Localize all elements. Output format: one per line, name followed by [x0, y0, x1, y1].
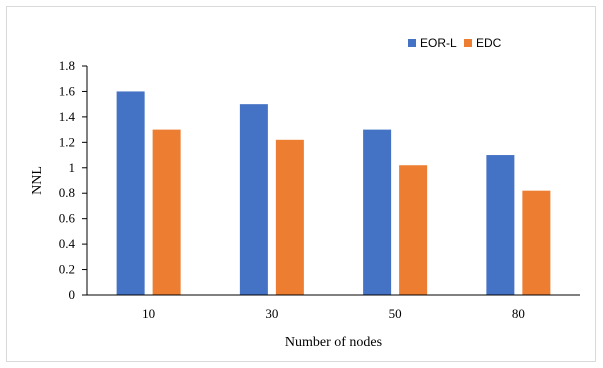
y-axis-title: NNL: [30, 166, 45, 195]
legend: EOR-L EDC: [408, 36, 502, 50]
x-axis-ticks: 10 30 50 80: [142, 306, 525, 321]
y-tick-label: 0: [69, 287, 76, 302]
legend-label-edc: EDC: [476, 36, 502, 50]
y-tick-label: 0.8: [59, 185, 75, 200]
bar-eor-l-30: [239, 104, 268, 296]
legend-label-eor-l: EOR-L: [420, 36, 457, 50]
y-tick-label: 1.2: [59, 134, 75, 149]
y-tick-label: 1: [69, 160, 76, 175]
bar-edc-80: [522, 190, 551, 295]
x-tick-label: 50: [389, 306, 402, 321]
y-axis-ticks: 0 0.2 0.4 0.6 0.8 1 1.2 1.4 1.6 1.8: [59, 58, 87, 302]
bar-eor-l-10: [116, 91, 145, 295]
bar-edc-30: [275, 139, 304, 295]
x-tick-label: 80: [512, 306, 525, 321]
bar-eor-l-80: [486, 155, 515, 295]
y-tick-label: 0.4: [59, 236, 76, 251]
y-tick-label: 1.6: [59, 83, 76, 98]
bar-edc-10: [152, 129, 181, 295]
bar-eor-l-50: [363, 129, 392, 295]
x-tick-label: 30: [265, 306, 278, 321]
x-tick-label: 10: [142, 306, 155, 321]
x-axis-title: Number of nodes: [285, 335, 382, 350]
bar-edc-50: [399, 165, 428, 295]
y-tick-label: 1.4: [59, 109, 76, 124]
legend-swatch-edc: [464, 39, 472, 47]
y-tick-label: 0.6: [59, 211, 76, 226]
y-tick-label: 1.8: [59, 58, 75, 73]
y-tick-label: 0.2: [59, 262, 75, 277]
legend-swatch-eor-l: [408, 39, 416, 47]
bars: [116, 91, 551, 296]
